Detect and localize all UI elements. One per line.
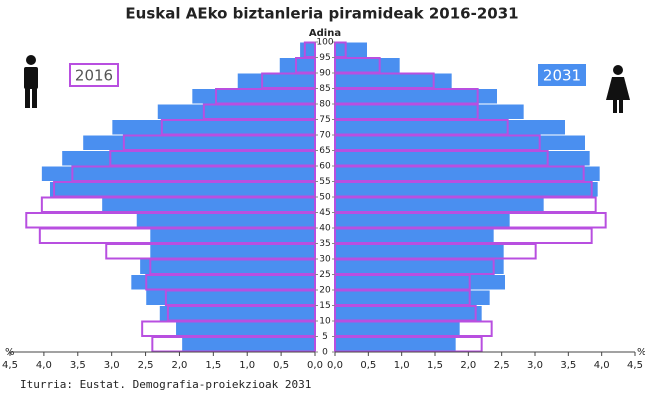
bar — [102, 197, 315, 212]
bar — [192, 89, 315, 104]
legend-label: 2016 — [75, 67, 113, 85]
y-tick-label: 50 — [319, 193, 331, 203]
source: Iturria: Eustat. Demografia-proiekzioak … — [20, 378, 311, 391]
x-tick-label: 0,0 — [307, 360, 323, 371]
bar — [334, 57, 381, 74]
bar — [335, 166, 600, 181]
x-tick-label: 2,5 — [494, 360, 510, 371]
y-tick-label: 20 — [319, 286, 331, 296]
y-tick-label: 60 — [319, 162, 331, 172]
x-tick-label: 1,0 — [394, 360, 410, 371]
bar — [335, 89, 497, 104]
bar — [182, 337, 315, 352]
bar — [335, 58, 400, 73]
chart-title: Euskal AEko biztanleria piramideak 2016-… — [125, 5, 518, 23]
y-tick-label: 40 — [319, 224, 331, 234]
male-icon — [24, 55, 38, 108]
y-tick-label: 35 — [319, 239, 330, 249]
x-tick-label: 3,5 — [70, 360, 86, 371]
bar — [334, 72, 435, 89]
x-tick-label: 4,0 — [594, 360, 610, 371]
bar — [335, 120, 565, 135]
y-tick-label: 65 — [319, 146, 330, 156]
y-tick-label: 85 — [319, 84, 330, 94]
y-tick-label: 95 — [319, 53, 330, 63]
bar — [335, 290, 490, 305]
x-tick-label: 1,5 — [427, 360, 443, 371]
bar — [159, 306, 315, 321]
bar — [300, 42, 315, 57]
x-tick-label: 3,0 — [104, 360, 120, 371]
x-tick-label: 4,5 — [627, 360, 643, 371]
bar — [335, 306, 482, 321]
x-tick-label: 4,0 — [36, 360, 52, 371]
y-tick-label: 25 — [319, 270, 330, 280]
y-tick-label: 5 — [322, 332, 328, 342]
bar — [136, 213, 315, 228]
bar — [335, 73, 452, 88]
y-tick-label: 100 — [316, 38, 333, 48]
x-tick-label: 2,0 — [171, 360, 187, 371]
x-tick-label: 2,5 — [138, 360, 154, 371]
y-tick-label: 80 — [319, 100, 331, 110]
bar — [150, 244, 315, 259]
bar — [131, 275, 315, 290]
y-tick-label: 45 — [319, 208, 330, 218]
female-icon — [606, 65, 630, 113]
bar — [176, 321, 315, 336]
bar — [157, 104, 315, 119]
bar — [334, 41, 347, 58]
bar — [335, 337, 456, 352]
legend-label: 2031 — [543, 67, 581, 85]
bar — [279, 58, 315, 73]
bar — [146, 290, 315, 305]
x-tick-label: 0,0 — [327, 360, 343, 371]
bar — [41, 166, 315, 181]
x-tick-label: 3,5 — [560, 360, 576, 371]
legend-swatch — [538, 64, 586, 86]
bar — [335, 42, 367, 57]
age-axis-title: Adina — [309, 28, 341, 39]
x-tick-label: 4,5 — [2, 360, 18, 371]
bar — [303, 41, 317, 58]
y-tick-label: 15 — [319, 301, 330, 311]
bar — [335, 321, 460, 336]
bar — [237, 73, 315, 88]
bar — [335, 182, 598, 197]
bar — [335, 135, 585, 150]
bar — [335, 244, 504, 259]
x-tick-label: 0,5 — [273, 360, 289, 371]
y-tick-label: 10 — [319, 317, 331, 327]
y-tick-label: 75 — [319, 115, 330, 125]
y-tick-label: 90 — [319, 69, 331, 79]
legend-swatch — [69, 63, 119, 87]
x-tick-label: 1,0 — [239, 360, 255, 371]
bar — [49, 182, 315, 197]
bar — [335, 104, 524, 119]
x-tick-label: 2,0 — [460, 360, 476, 371]
x-unit: % — [637, 347, 645, 358]
y-tick-label: 0 — [322, 348, 328, 358]
x-tick-label: 3,0 — [527, 360, 543, 371]
bar — [261, 72, 316, 89]
bar — [335, 197, 544, 212]
bar — [335, 228, 494, 243]
bar — [335, 275, 505, 290]
bar — [62, 151, 315, 166]
y-tick-label: 30 — [319, 255, 331, 265]
bar — [335, 151, 590, 166]
y-tick-label: 55 — [319, 177, 330, 187]
bar — [335, 259, 504, 274]
x-tick-label: 1,5 — [205, 360, 221, 371]
bar — [150, 228, 315, 243]
x-tick-label: 0,5 — [360, 360, 376, 371]
bar — [83, 135, 315, 150]
y-tick-label: 70 — [319, 131, 331, 141]
bar — [335, 213, 510, 228]
bar — [140, 259, 315, 274]
bar — [112, 120, 315, 135]
